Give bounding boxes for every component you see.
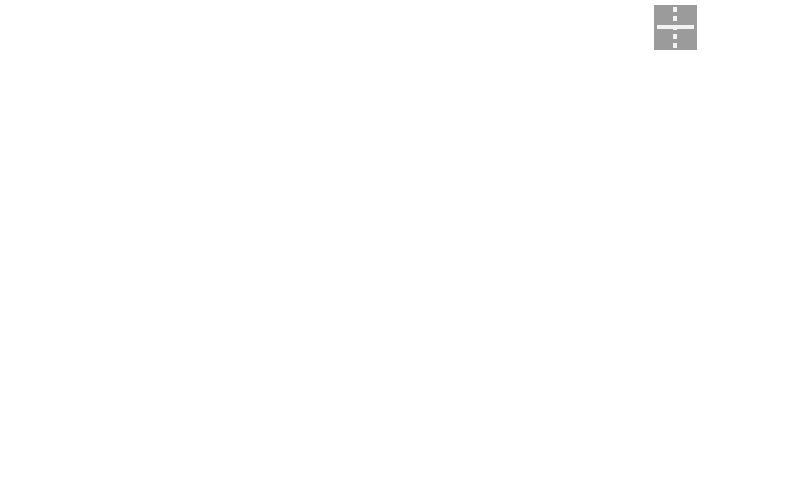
crosshair-icon[interactable] — [654, 5, 697, 50]
crosshair-vertical-bar — [673, 7, 677, 48]
